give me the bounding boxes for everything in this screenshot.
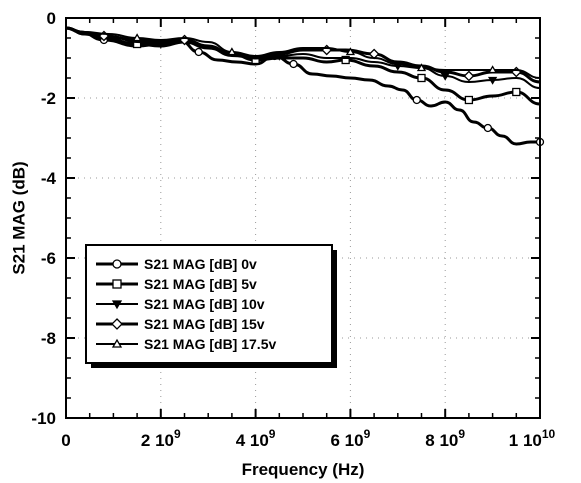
series-4 [65, 26, 541, 84]
legend-label: S21 MAG [dB] 5v [144, 276, 257, 292]
x-tick-label: 6 109 [331, 427, 371, 450]
series-marker [416, 63, 427, 72]
y-tick-label: -4 [41, 169, 57, 188]
series-marker [132, 33, 142, 42]
series-marker [510, 66, 522, 78]
series-marker [321, 44, 333, 56]
legend-label: S21 MAG [dB] 10v [144, 296, 265, 312]
legend-swatch-marker [111, 338, 123, 348]
series-marker [487, 76, 498, 85]
series-line [65, 27, 541, 79]
legend-swatch-marker [112, 279, 122, 289]
series-line [65, 26, 541, 84]
y-tick-label: -8 [41, 329, 56, 348]
y-tick-label: 0 [47, 9, 56, 28]
series-marker [227, 47, 237, 56]
x-tick-exponent: 9 [458, 427, 465, 441]
y-tick-label: -6 [41, 249, 56, 268]
x-tick-mantissa: 1 10 [509, 431, 542, 450]
x-tick-mantissa: 2 10 [141, 431, 174, 450]
series-marker [345, 47, 356, 56]
series-marker [289, 59, 298, 69]
legend-swatch-marker [111, 318, 123, 330]
x-tick-label: 4 109 [236, 427, 276, 450]
series-marker [463, 70, 475, 82]
x-tick-label: 2 109 [141, 427, 181, 450]
legend-item: S21 MAG [dB] 5v [96, 276, 257, 292]
series-marker [464, 95, 474, 105]
series-marker [440, 72, 450, 81]
legend-label: S21 MAG [dB] 0v [144, 256, 257, 272]
legend-item: S21 MAG [dB] 17.5v [96, 336, 276, 352]
x-tick-exponent: 9 [269, 427, 276, 441]
legend-swatch-marker [112, 259, 122, 269]
legend-item: S21 MAG [dB] 15v [96, 316, 265, 332]
legend: S21 MAG [dB] 0v S21 MAG [dB] 5v S21 MAG [d… [85, 244, 337, 368]
series-marker [341, 55, 350, 65]
series-marker [483, 123, 493, 133]
series-layer [65, 26, 545, 147]
y-tick-labels: 0 -2 -4 -6 -8 -10 [31, 9, 56, 428]
y-axis-label: S21 MAG (dB) [9, 161, 28, 274]
series-marker [512, 87, 521, 97]
legend-label: S21 MAG [dB] 17.5v [144, 336, 276, 352]
legend-item: S21 MAG [dB] 10v [96, 296, 265, 312]
x-tick-mantissa: 4 10 [236, 431, 269, 450]
x-tick-mantissa: 6 10 [331, 431, 364, 450]
y-tick-label: -2 [41, 89, 56, 108]
x-tick-label: 8 109 [425, 427, 465, 450]
series-line [65, 27, 541, 89]
series-marker [412, 95, 421, 105]
x-tick-exponent: 9 [364, 427, 371, 441]
series-marker [487, 65, 498, 74]
series-marker [194, 47, 203, 57]
x-axis-label: Frequency (Hz) [242, 460, 365, 479]
legend-swatch-marker [111, 300, 123, 310]
x-tick-mantissa: 0 [61, 431, 70, 450]
y-tick-label: -10 [31, 409, 56, 428]
series-line [65, 26, 541, 106]
axis-ticks [65, 17, 541, 419]
series-marker [417, 73, 426, 83]
x-tick-exponent: 10 [542, 427, 556, 441]
legend-item: S21 MAG [dB] 0v [96, 256, 257, 272]
x-tick-mantissa: 8 10 [425, 431, 458, 450]
x-tick-label: 1 1010 [509, 427, 556, 450]
legend-label: S21 MAG [dB] 15v [144, 316, 265, 332]
x-tick-exponent: 9 [174, 427, 181, 441]
series-2 [65, 26, 541, 106]
x-tick-label: 0 [61, 431, 70, 450]
series-5 [65, 27, 541, 79]
